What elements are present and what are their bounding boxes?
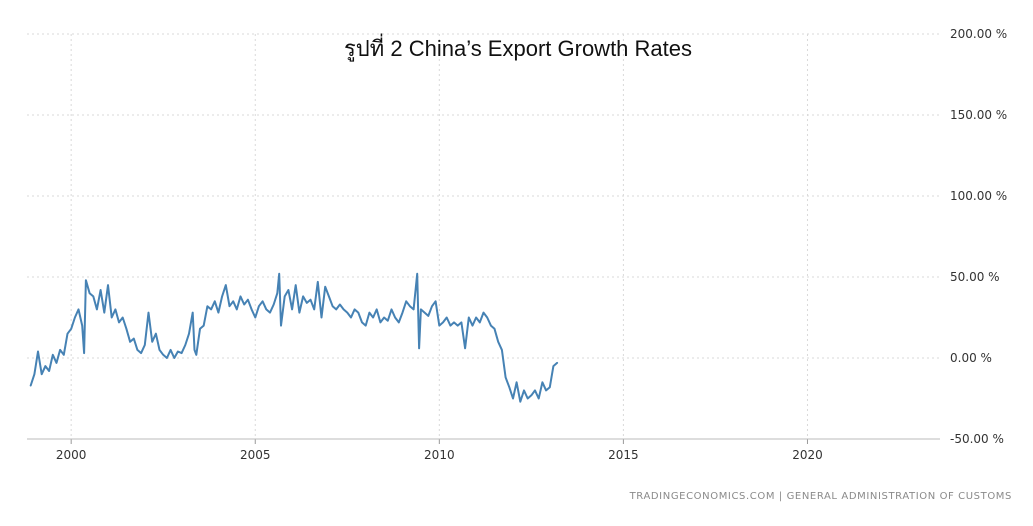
x-tick-label: 2020 bbox=[792, 448, 823, 462]
x-tick-label: 2010 bbox=[424, 448, 455, 462]
y-tick-label: 200.00 % bbox=[950, 27, 1007, 41]
y-tick-label: 0.00 % bbox=[950, 351, 992, 365]
y-tick-label: 150.00 % bbox=[950, 108, 1007, 122]
series-layer bbox=[29, 272, 559, 403]
source-credit: TRADINGECONOMICS.COM | GENERAL ADMINISTR… bbox=[629, 491, 1012, 502]
y-tick-label: -50.00 % bbox=[950, 432, 1004, 446]
chart-title: รูปที่ 2 China’s Export Growth Rates bbox=[344, 33, 692, 62]
x-tick-label: 2005 bbox=[240, 448, 271, 462]
y-axis: -50.00 % 0.00 % 50.00 % 100.00 % 150.00 % 200… bbox=[950, 27, 1007, 446]
x-tick-label: 2000 bbox=[56, 448, 87, 462]
x-tick-label: 2015 bbox=[608, 448, 639, 462]
y-tick-label: 50.00 % bbox=[950, 270, 1000, 284]
grid-lines bbox=[27, 33, 940, 440]
x-axis: 2000 2005 2010 2015 2020 bbox=[27, 438, 940, 462]
y-tick-label: 100.00 % bbox=[950, 189, 1007, 203]
series-line-0 bbox=[29, 272, 559, 403]
